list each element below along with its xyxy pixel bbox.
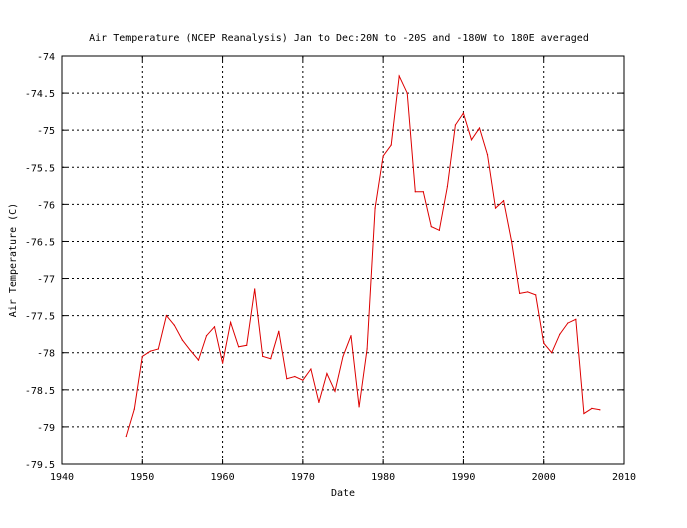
data-point bbox=[173, 324, 175, 326]
y-tick-label: -79.5 bbox=[25, 460, 55, 471]
x-tick-label: 1980 bbox=[371, 472, 395, 483]
data-point bbox=[205, 335, 208, 337]
grid bbox=[62, 56, 624, 464]
y-tick-label: -76 bbox=[37, 200, 55, 211]
data-point bbox=[302, 379, 304, 381]
data-point bbox=[125, 435, 127, 438]
data-point bbox=[165, 315, 167, 317]
data-point bbox=[358, 406, 360, 408]
y-tick-label: -74.5 bbox=[25, 89, 55, 100]
data-point bbox=[350, 335, 352, 337]
data-point bbox=[583, 412, 585, 415]
data-point bbox=[591, 407, 593, 409]
data-point bbox=[470, 139, 473, 141]
data-point bbox=[334, 390, 336, 392]
data-point bbox=[133, 408, 135, 410]
x-tick-label: 1960 bbox=[211, 472, 235, 483]
data-point bbox=[262, 355, 264, 358]
data-point bbox=[398, 75, 400, 77]
x-tick-label: 1950 bbox=[130, 472, 154, 483]
data-point bbox=[599, 409, 601, 411]
data-point bbox=[478, 127, 481, 129]
y-tick-label: -75.5 bbox=[25, 163, 55, 174]
data-point bbox=[567, 322, 569, 324]
data-point bbox=[141, 355, 143, 358]
data-point bbox=[181, 339, 184, 341]
x-tick-label: 1940 bbox=[50, 472, 74, 483]
data-point bbox=[535, 294, 537, 296]
data-point bbox=[494, 207, 497, 209]
data-point bbox=[157, 348, 159, 350]
data-point bbox=[511, 240, 513, 243]
data-point bbox=[366, 348, 368, 350]
y-tick-label: -75 bbox=[37, 126, 55, 137]
series-line bbox=[125, 74, 600, 437]
data-point bbox=[502, 200, 505, 202]
data-point bbox=[486, 154, 489, 156]
data-point bbox=[342, 355, 344, 358]
x-tick-label: 1990 bbox=[451, 472, 475, 483]
ticks: 1940 1950 1960 1970 1980 1990 2000 2010 -74 -74.5… bbox=[25, 52, 636, 483]
series-layer bbox=[125, 74, 601, 438]
data-point bbox=[149, 350, 151, 352]
y-tick-label: -78 bbox=[37, 349, 55, 360]
data-point bbox=[438, 229, 440, 231]
x-tick-label: 1970 bbox=[291, 472, 315, 483]
x-tick-label: 2010 bbox=[612, 472, 636, 483]
data-point bbox=[197, 359, 200, 361]
y-tick-label: -74 bbox=[37, 52, 55, 63]
data-point bbox=[230, 321, 232, 323]
y-tick-label: -77 bbox=[37, 275, 55, 286]
data-point bbox=[446, 185, 448, 188]
data-point bbox=[406, 92, 408, 94]
data-point bbox=[462, 112, 465, 114]
data-point bbox=[213, 326, 216, 328]
data-point bbox=[430, 226, 432, 228]
data-point bbox=[270, 358, 272, 360]
data-point bbox=[221, 362, 224, 364]
plot-frame bbox=[61, 55, 625, 465]
chart-title: Air Temperature (NCEP Reanalysis) Jan to… bbox=[89, 33, 589, 44]
y-axis-title: Air Temperature (C) bbox=[8, 203, 19, 317]
data-point bbox=[543, 342, 545, 344]
data-point bbox=[390, 144, 392, 146]
data-point bbox=[189, 349, 192, 352]
data-point bbox=[294, 375, 296, 378]
y-tick-label: -78.5 bbox=[25, 386, 55, 397]
data-point bbox=[454, 124, 456, 126]
x-axis-title: Date bbox=[331, 488, 355, 499]
data-point bbox=[422, 191, 424, 193]
data-point bbox=[551, 352, 553, 354]
data-point bbox=[318, 401, 320, 404]
data-point bbox=[414, 191, 416, 193]
data-point bbox=[374, 207, 376, 209]
data-point bbox=[310, 368, 312, 370]
data-point bbox=[254, 288, 256, 290]
x-tick-label: 2000 bbox=[532, 472, 556, 483]
y-tick-label: -76.5 bbox=[25, 237, 55, 248]
data-point bbox=[238, 346, 240, 348]
data-point bbox=[382, 155, 384, 157]
data-point bbox=[527, 291, 529, 293]
data-point bbox=[519, 292, 521, 294]
y-tick-label: -79 bbox=[37, 423, 55, 434]
data-point bbox=[278, 330, 280, 332]
data-point bbox=[575, 318, 577, 320]
data-point bbox=[326, 372, 328, 375]
data-point bbox=[559, 333, 561, 335]
y-tick-label: -77.5 bbox=[25, 312, 55, 323]
data-point bbox=[286, 378, 288, 380]
data-point bbox=[246, 344, 248, 346]
